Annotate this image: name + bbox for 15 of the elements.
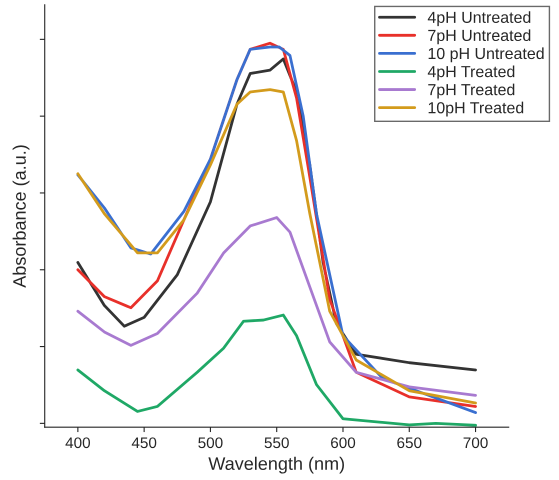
x-tick-label: 650 (397, 437, 422, 448)
legend-label: 4pH Untreated (428, 11, 530, 26)
legend-label: 10 pH Untreated (428, 47, 544, 62)
legend-label: 10pH Treated (428, 102, 524, 117)
x-tick-label: 600 (331, 437, 356, 448)
y-axis-title: Absorbance (a.u.) (12, 145, 30, 288)
x-tick-label: 500 (198, 437, 223, 448)
legend-label: 7pH Untreated (428, 29, 530, 44)
x-tick-label: 700 (464, 437, 488, 448)
x-tick-label: 550 (264, 437, 289, 448)
legend-label: 7pH Treated (428, 84, 514, 98)
legend-label: 4pH Treated (428, 65, 514, 80)
x-tick-label: 450 (132, 437, 156, 448)
x-axis-title: Wavelength (nm) (208, 456, 344, 474)
x-tick-label: 400 (65, 437, 90, 448)
